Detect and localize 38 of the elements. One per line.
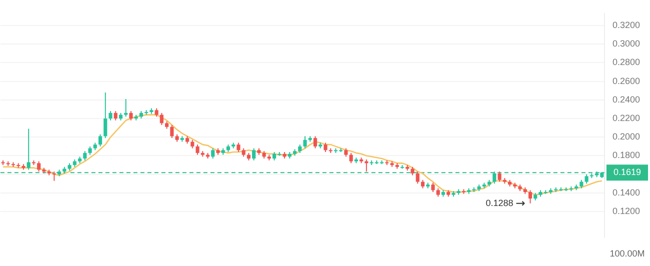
y-tick-label: 0.1800 [612,150,640,160]
annotation: 0.1288 [486,198,514,208]
candlestick [160,112,164,126]
y-tick-label: 0.2600 [612,76,640,86]
candlestick [498,171,502,182]
y-tick-label: 0.3200 [612,20,640,30]
candlestick [114,110,118,121]
candlestick [170,124,174,139]
candlestick [98,134,102,147]
candlestick [108,110,112,121]
candlestick [236,142,240,153]
candlestick [104,92,108,139]
candlestick [52,171,56,182]
candlestick [83,150,87,161]
candlestick [26,128,30,170]
candlestick [431,182,435,193]
candlestick [37,160,41,172]
candlestick [313,136,318,149]
y-tick-label: 0.3000 [612,38,640,49]
y-tick-label: 0.2000 [612,132,640,142]
candlestick [196,144,200,156]
candlestick [349,152,353,164]
text: 100.00M [610,248,645,258]
candlestick [129,110,133,121]
candlestick [492,171,496,184]
ref-line-label: 0.1619 [613,167,641,178]
y-tick-label: 0.2200 [612,113,640,124]
candlestick [211,148,215,160]
candlestick [528,190,532,204]
candlestick [324,142,328,153]
candlestick [252,148,256,161]
candlestick [416,171,420,184]
candlestick [124,98,128,118]
y-tick-label: 0.2400 [612,94,640,104]
candlestick [303,136,307,149]
y-tick-label: 0.1400 [612,187,640,198]
y-tick-label: 0.2800 [612,57,640,68]
y-tick-label: 0.1200 [612,206,640,216]
